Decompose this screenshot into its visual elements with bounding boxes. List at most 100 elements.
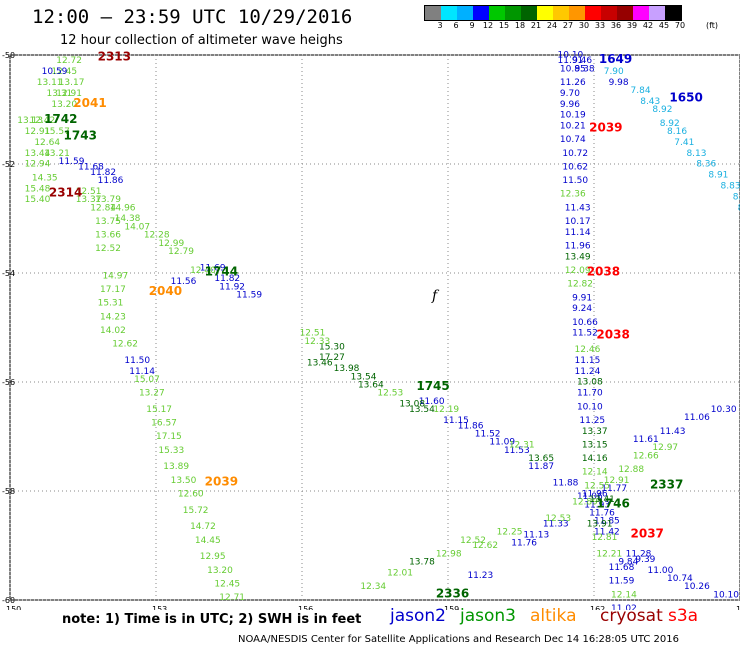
swh-value-jason2: 10.26 xyxy=(684,582,710,592)
swh-value-jason3: 14.16 xyxy=(582,454,608,464)
swh-value-cryosat: 14.23 xyxy=(100,312,126,322)
swh-value-cryosat: 14.72 xyxy=(190,522,216,532)
swh-value-jason2: 11.86 xyxy=(98,176,124,186)
swh-value-cryosat: 16.57 xyxy=(151,419,177,429)
pass-time-label: 1742 xyxy=(44,112,77,126)
lat-tick-label: -50 xyxy=(2,51,15,60)
swh-value-jason3: 13.91 xyxy=(587,519,613,529)
swh-value-jason3: 12.14 xyxy=(611,590,637,600)
map-subtitle: 12 hour collection of altimeter wave hei… xyxy=(60,33,343,48)
swh-value-jason2: 10.10 xyxy=(577,402,603,412)
lat-tick-label: -56 xyxy=(2,378,15,387)
legend-cryosat: cryosat xyxy=(600,606,663,626)
swh-value-jason2: 11.50 xyxy=(124,356,150,366)
swh-values: 12.7212.4513.1113.1713.3112.9113.2013.13… xyxy=(17,51,740,610)
swh-value-jason2: 9.98 xyxy=(609,78,629,88)
swh-value-jason3: 12.14 xyxy=(582,468,608,478)
swh-value-s3a: 7.41 xyxy=(674,138,694,148)
colorbar-label: 36 xyxy=(610,21,622,30)
swh-value-jason3: 12.53 xyxy=(545,514,571,524)
swh-value-jason2: 11.88 xyxy=(553,479,579,489)
swh-value-jason2: 11.70 xyxy=(577,389,603,399)
swh-value-cryosat: 14.45 xyxy=(195,536,221,546)
legend-altika: altika xyxy=(530,606,577,626)
lat-tick-label: -54 xyxy=(2,269,15,278)
swh-value-jason3: 12.66 xyxy=(633,451,659,461)
swh-value-jason2: 11.60 xyxy=(419,397,445,407)
swh-value-jason3: 12.98 xyxy=(436,549,462,559)
time-labels: 2313 2041 1742 1743 2314 1744 2040 1745 2039 2038… xyxy=(44,49,703,610)
swh-value-s3a: 8.36 xyxy=(696,160,716,170)
swh-value-jason3: 12.31 xyxy=(509,440,535,450)
swh-value-jason3: 12.55 xyxy=(584,481,610,491)
swh-value-jason2: 11.69 xyxy=(200,263,226,273)
swh-colorbar xyxy=(424,5,682,21)
pass-time-label: 2039 xyxy=(589,120,622,134)
swh-value-jason3: 12.88 xyxy=(618,465,644,475)
swh-value-cryosat: 14.35 xyxy=(32,173,58,183)
pass-time-label: 1650 xyxy=(669,90,702,104)
swh-value-cryosat: 13.31 xyxy=(47,89,73,99)
swh-value-jason2: 11.96 xyxy=(582,489,608,499)
colorbar-label: 24 xyxy=(546,21,558,30)
lon-tick-label: 150 xyxy=(6,605,21,610)
colorbar-label: 39 xyxy=(626,21,638,30)
swh-value-jason2: 11.87 xyxy=(528,462,554,472)
swh-value-jason3: 12.81 xyxy=(592,533,618,543)
lon-tick-label: 162 xyxy=(590,605,605,610)
lat-tick-label: -52 xyxy=(2,160,15,169)
colorbar-cell xyxy=(553,6,569,20)
swh-value-s3a: 8.92 xyxy=(652,105,672,115)
swh-value-jason2: 11.00 xyxy=(648,566,674,576)
swh-value-jason3: 12.34 xyxy=(360,582,386,592)
swh-value-jason2: 11.14 xyxy=(129,367,155,377)
swh-value-cryosat: 12.51 xyxy=(76,187,102,197)
swh-value-cryosat: 15.33 xyxy=(158,446,184,456)
swh-value-cryosat: 13.13 xyxy=(17,116,43,126)
swh-value-cryosat: 12.79 xyxy=(168,247,194,257)
swh-value-jason3: 12.97 xyxy=(652,443,678,453)
legend-jason2: jason2 xyxy=(390,606,446,626)
swh-value-cryosat: 15.72 xyxy=(183,506,209,516)
swh-value-jason3: 15.30 xyxy=(319,342,345,352)
swh-value-jason3: 13.46 xyxy=(307,359,333,369)
swh-value-jason2: 11.53 xyxy=(504,446,530,456)
swh-value-cryosat: 12.62 xyxy=(112,340,138,350)
swh-value-cryosat: 12.95 xyxy=(200,552,226,562)
map-marker-f: f xyxy=(431,288,440,304)
swh-value-cryosat: 12.84 xyxy=(90,203,116,213)
swh-value-jason2: 11.50 xyxy=(562,176,588,186)
swh-value-cryosat: 12.64 xyxy=(34,138,60,148)
lon-tick-label: 153 xyxy=(152,605,167,610)
swh-value-jason3: 12.51 xyxy=(300,329,326,339)
swh-value-cryosat: 14.97 xyxy=(102,271,128,281)
colorbar-cell xyxy=(585,6,601,20)
swh-value-cryosat: 13.44 xyxy=(25,149,51,159)
swh-value-cryosat: 12.91 xyxy=(56,89,82,99)
pass-time-label: 1745 xyxy=(416,379,449,393)
swh-value-jason3: 13.54 xyxy=(409,405,435,415)
colorbar-label: 27 xyxy=(562,21,574,30)
swh-value-s3a: 8.22 xyxy=(738,203,740,213)
swh-value-jason3: 13.54 xyxy=(351,372,377,382)
swh-value-s3a: 8.43 xyxy=(640,97,660,107)
colorbar-label: 18 xyxy=(514,21,526,30)
swh-value-jason2: 11.82 xyxy=(90,168,116,178)
colorbar-label: 70 xyxy=(674,21,686,30)
swh-value-jason3: 12.89 xyxy=(572,498,598,508)
swh-value-jason2: 9.70 xyxy=(560,89,580,99)
swh-value-jason2: 11.06 xyxy=(684,413,710,423)
swh-value-jason3: 13.08 xyxy=(577,378,603,388)
colorbar-label: 12 xyxy=(482,21,494,30)
swh-value-jason3: 12.09 xyxy=(565,266,591,276)
swh-value-jason2: 11.68 xyxy=(78,162,104,172)
pass-time-label: 1743 xyxy=(64,128,97,142)
swh-value-cryosat: 14.02 xyxy=(100,326,126,336)
pass-time-label: 1649 xyxy=(599,52,632,66)
swh-value-jason2: 11.33 xyxy=(543,519,569,529)
footer-note: note: 1) Time is in UTC; 2) SWH is in fe… xyxy=(62,612,362,627)
swh-value-s3a: 8.13 xyxy=(686,149,706,159)
lon-tick-label: 156 xyxy=(298,605,313,610)
swh-value-jason2: 11.85 xyxy=(594,517,620,527)
swh-value-jason2: 10.19 xyxy=(560,111,586,121)
